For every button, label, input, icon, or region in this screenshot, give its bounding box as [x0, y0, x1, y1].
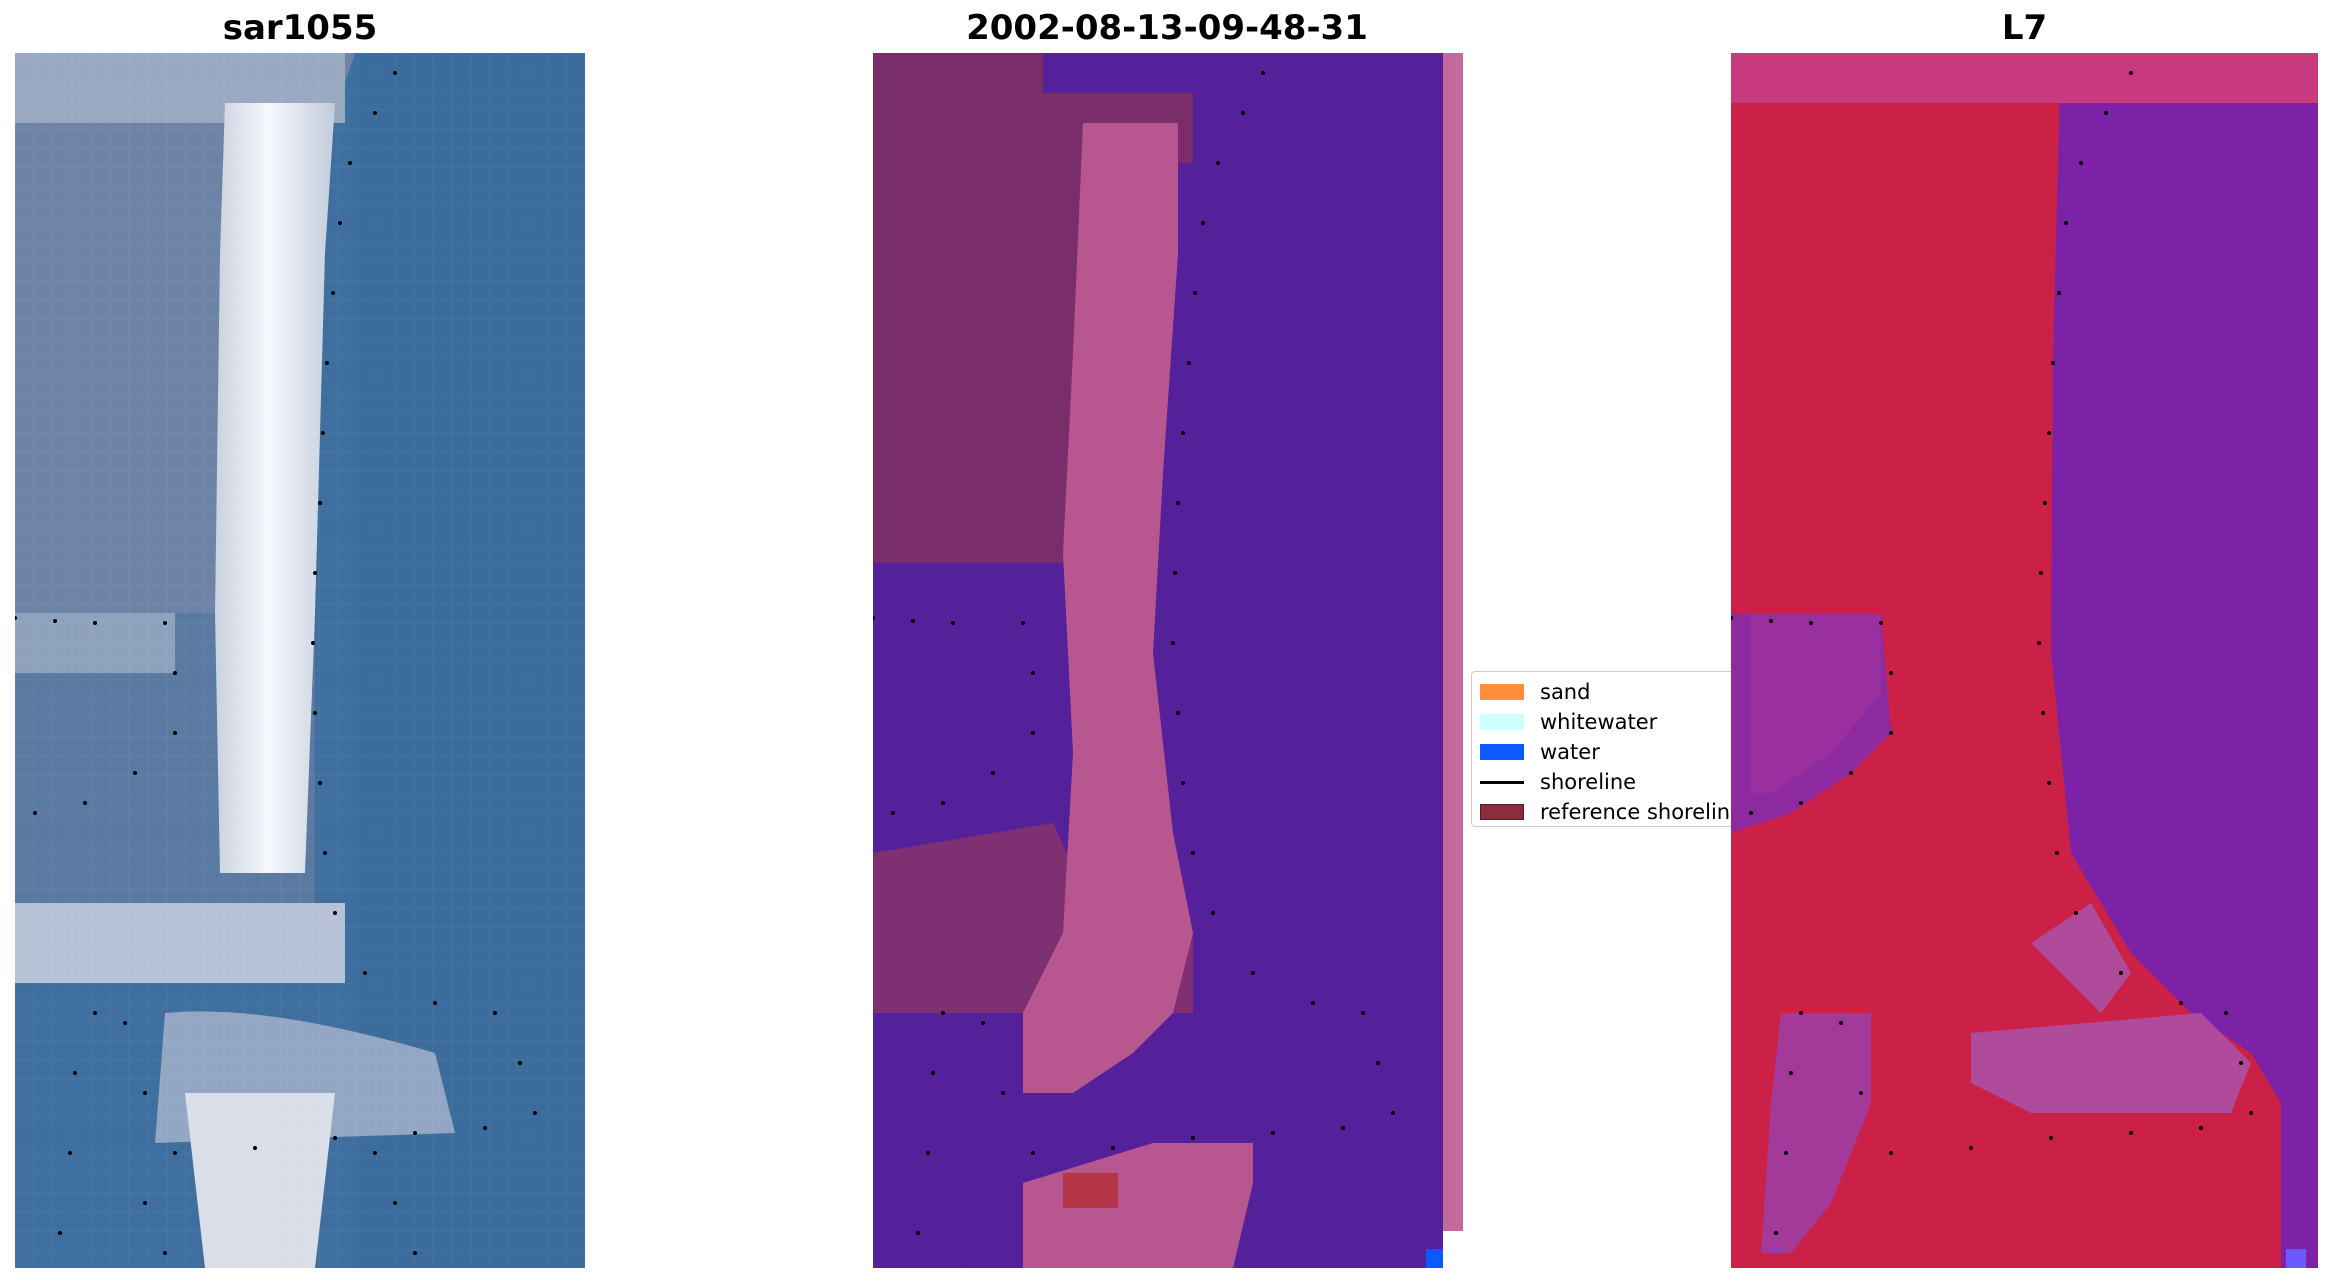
rgb-satellite-image [15, 53, 585, 1268]
legend-item-shoreline: shoreline [1480, 767, 1636, 797]
legend-item-sand: sand [1480, 677, 1590, 707]
shoreline-dots [1731, 71, 2253, 1235]
shoreline-dots [873, 71, 1395, 1235]
shoreline-dots [15, 71, 537, 1255]
legend-item-water: water [1480, 737, 1600, 767]
legend-label-whitewater: whitewater [1540, 710, 1658, 734]
sand-swatch [1480, 684, 1524, 700]
reference-shoreline-swatch [1480, 804, 1524, 820]
shoreline-line-swatch [1480, 780, 1524, 784]
index-image [1731, 53, 2318, 1268]
legend-item-whitewater: whitewater [1480, 707, 1657, 737]
index-water-area [2051, 53, 2318, 1268]
legend-item-reference-shoreline: reference shoreline [1480, 797, 1739, 826]
legend-label-sand: sand [1540, 680, 1591, 704]
whitewater-swatch [1480, 714, 1524, 730]
legend-label-shoreline: shoreline [1540, 770, 1637, 794]
legend-label-reference-shoreline: reference shoreline [1540, 800, 1739, 824]
class-right-edge [1443, 53, 1463, 1231]
classified-image [873, 53, 1463, 1268]
water-swatch [1480, 744, 1524, 760]
legend-label-water: water [1540, 740, 1600, 764]
panel-title-index: L7 [2001, 8, 2048, 48]
panel-title-rgb: sar1055 [222, 8, 378, 48]
class-sand-area [1023, 123, 1193, 1093]
panel-title-classified: 2002-08-13-09-48-31 [966, 8, 1368, 48]
legend: sand whitewater water shoreline referenc… [1471, 671, 1739, 827]
